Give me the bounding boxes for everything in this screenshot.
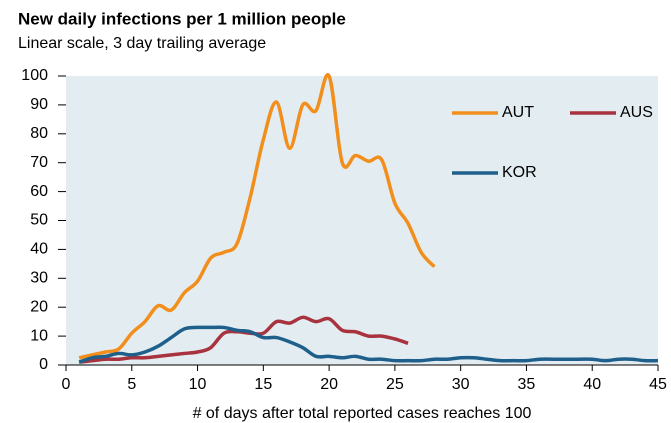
- x-tick-label: 40: [583, 376, 601, 393]
- x-tick-label: 5: [127, 376, 136, 393]
- series-line: [78, 325, 659, 364]
- chart-title: New daily infections per 1 million peopl…: [18, 9, 346, 28]
- x-tick-label: 0: [62, 376, 71, 393]
- x-tick-label: 35: [518, 376, 536, 393]
- series-line: [78, 73, 436, 360]
- x-tick-label: 30: [452, 376, 470, 393]
- y-tick-label: 20: [30, 298, 48, 315]
- chart-subtitle: Linear scale, 3 day trailing average: [18, 35, 266, 52]
- y-tick-label: 80: [30, 125, 48, 142]
- y-tick-label: 40: [30, 241, 48, 258]
- legend-label: KOR: [502, 164, 537, 181]
- x-tick-label: 45: [649, 376, 667, 393]
- x-tick-label: 25: [386, 376, 404, 393]
- y-tick-label: 10: [30, 327, 48, 344]
- x-axis-label: # of days after total reported cases rea…: [193, 405, 532, 422]
- y-tick-label: 100: [21, 67, 48, 84]
- x-tick-label: 20: [320, 376, 338, 393]
- x-tick-label: 10: [189, 376, 207, 393]
- legend-label: AUT: [502, 104, 534, 121]
- y-tick-label: 0: [39, 356, 48, 373]
- plot-area: [66, 76, 658, 365]
- y-tick-label: 70: [30, 154, 48, 171]
- y-tick-label: 60: [30, 183, 48, 200]
- y-tick-label: 30: [30, 270, 48, 287]
- x-tick-label: 15: [254, 376, 272, 393]
- y-tick-label: 50: [30, 212, 48, 229]
- y-tick-label: 90: [30, 96, 48, 113]
- legend-label: AUS: [620, 104, 653, 121]
